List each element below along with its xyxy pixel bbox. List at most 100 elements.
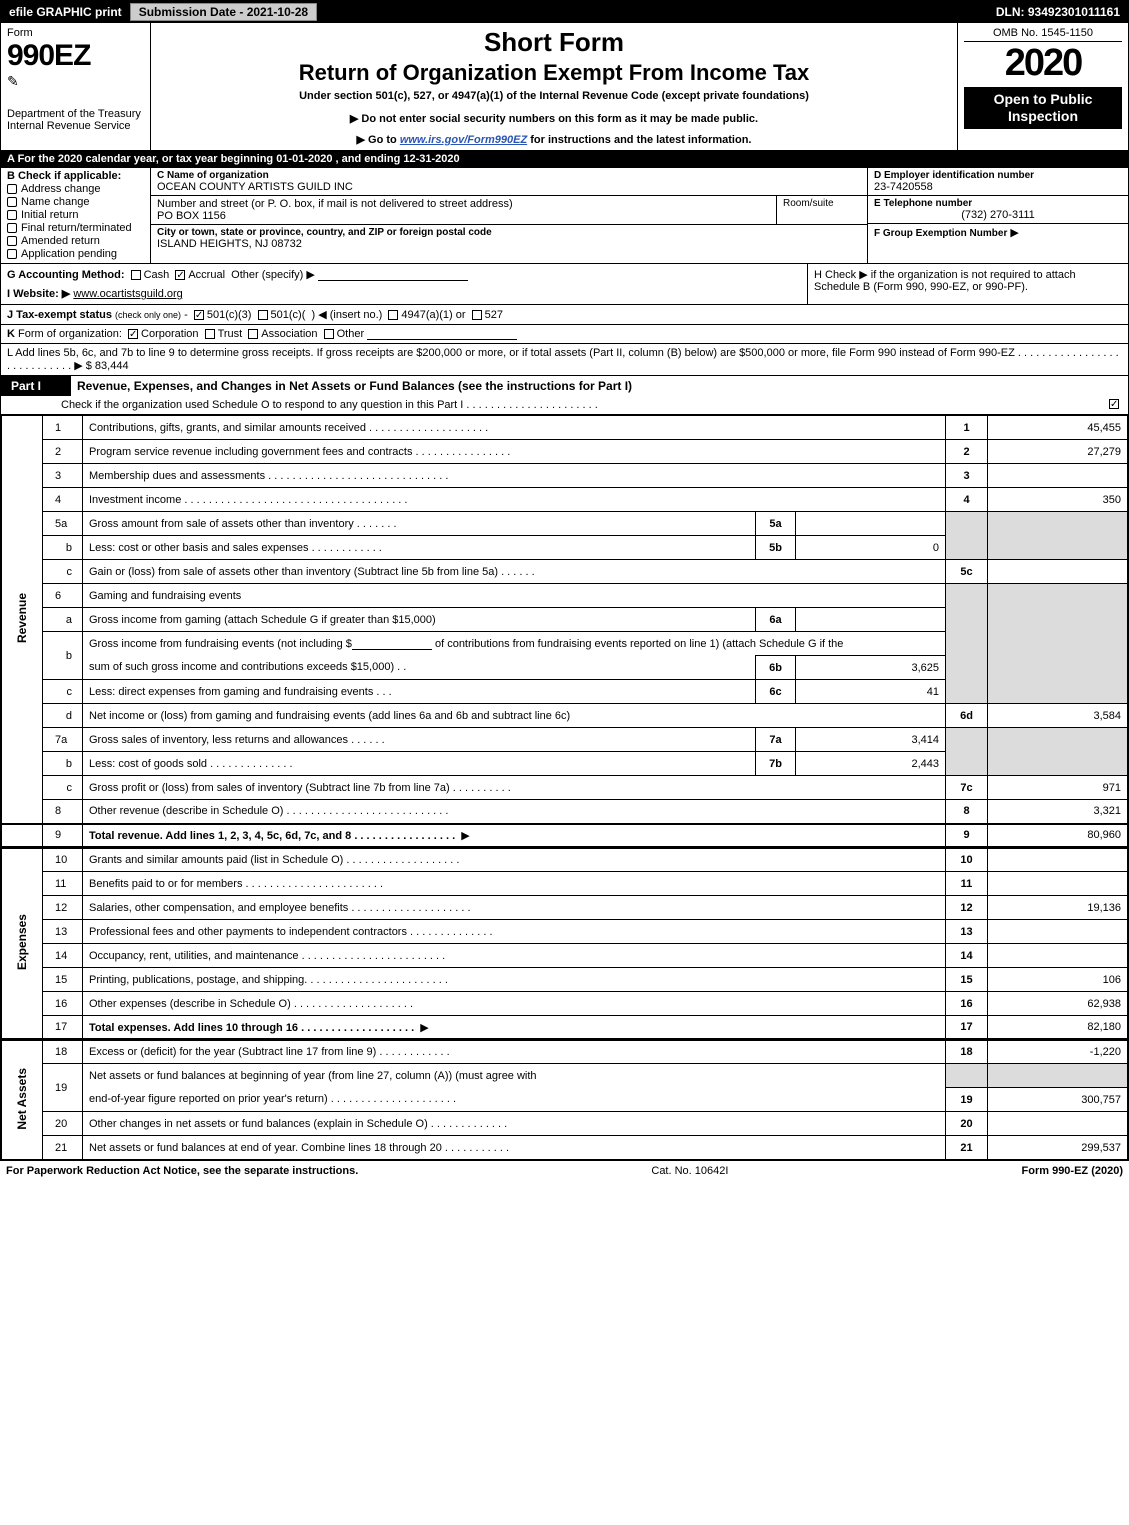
val-15: 106 xyxy=(988,968,1128,992)
footer-left: For Paperwork Reduction Act Notice, see … xyxy=(6,1165,358,1177)
line13-desc: Professional fees and other payments to … xyxy=(83,920,946,944)
side-revenue: Revenue xyxy=(2,416,43,824)
section-b: B Check if applicable: Address change Na… xyxy=(1,168,151,263)
efile-label[interactable]: efile GRAPHIC print xyxy=(1,3,130,21)
rownum-1: 1 xyxy=(43,416,83,440)
line4-desc: Investment income . . . . . . . . . . . … xyxy=(83,488,946,512)
rownum-5a: 5a xyxy=(43,512,83,536)
part1-label: Part I xyxy=(1,376,71,396)
col-n-20: 20 xyxy=(946,1112,988,1136)
line12-desc: Salaries, other compensation, and employ… xyxy=(83,896,946,920)
rownum-13: 13 xyxy=(43,920,83,944)
rownum-6d: d xyxy=(43,704,83,728)
row-k: K Form of organization: Corporation Trus… xyxy=(1,325,1128,344)
submission-date-button[interactable]: Submission Date - 2021-10-28 xyxy=(130,3,317,21)
val-6c: 41 xyxy=(796,680,946,704)
header-right: OMB No. 1545-1150 2020 Open to Public In… xyxy=(958,23,1128,150)
line20-desc: Other changes in net assets or fund bala… xyxy=(83,1112,946,1136)
val-6b: 3,625 xyxy=(796,656,946,680)
line17-desc: Total expenses. Add lines 10 through 16 … xyxy=(83,1016,946,1040)
col-n-9: 9 xyxy=(946,824,988,848)
chk-trust[interactable] xyxy=(205,329,215,339)
col-n-8: 8 xyxy=(946,800,988,824)
part1-heading: Revenue, Expenses, and Changes in Net As… xyxy=(71,376,1128,396)
chk-accrual[interactable] xyxy=(175,270,185,280)
line5a-desc: Gross amount from sale of assets other t… xyxy=(83,512,756,536)
chk-501c[interactable] xyxy=(258,310,268,320)
line6a-desc: Gross income from gaming (attach Schedul… xyxy=(83,608,756,632)
chk-association[interactable] xyxy=(248,329,258,339)
chk-address-change[interactable]: Address change xyxy=(7,183,144,195)
line19a-desc: Net assets or fund balances at beginning… xyxy=(83,1064,946,1088)
chk-schedule-o[interactable] xyxy=(1109,399,1119,409)
page-footer: For Paperwork Reduction Act Notice, see … xyxy=(0,1161,1129,1181)
chk-4947[interactable] xyxy=(388,310,398,320)
tel-label: E Telephone number xyxy=(874,198,1122,209)
rownum-5b: b xyxy=(43,536,83,560)
val-21: 299,537 xyxy=(988,1136,1128,1160)
tax-year: 2020 xyxy=(964,42,1122,85)
val-2: 27,279 xyxy=(988,440,1128,464)
line6-desc: Gaming and fundraising events xyxy=(83,584,946,608)
chk-corporation[interactable] xyxy=(128,329,138,339)
room-suite-label: Room/suite xyxy=(777,196,867,224)
ein-value: 23-7420558 xyxy=(874,181,1122,193)
chk-final-return[interactable]: Final return/terminated xyxy=(7,222,144,234)
val-6a xyxy=(796,608,946,632)
rownum-12: 12 xyxy=(43,896,83,920)
rownum-7a: 7a xyxy=(43,728,83,752)
ssn-warning: Do not enter social security numbers on … xyxy=(159,112,949,125)
mini-6c: 6c xyxy=(756,680,796,704)
rownum-17: 17 xyxy=(43,1016,83,1040)
irs-link[interactable]: www.irs.gov/Form990EZ xyxy=(400,134,527,146)
dln-label: DLN: 93492301011161 xyxy=(988,3,1128,21)
city-label: City or town, state or province, country… xyxy=(157,227,861,238)
section-def: D Employer identification number 23-7420… xyxy=(868,168,1128,263)
open-to-public: Open to Public Inspection xyxy=(964,87,1122,129)
section-g: G Accounting Method: Cash Accrual Other … xyxy=(1,264,808,304)
c-name-label: C Name of organization xyxy=(157,170,861,181)
omb-number: OMB No. 1545-1150 xyxy=(964,27,1122,42)
rownum-8: 8 xyxy=(43,800,83,824)
col-n-18: 18 xyxy=(946,1040,988,1064)
chk-other-org[interactable] xyxy=(324,329,334,339)
row-j: J Tax-exempt status (check only one) - 5… xyxy=(1,305,1128,325)
chk-amended-return[interactable]: Amended return xyxy=(7,235,144,247)
form-number: 990EZ xyxy=(7,39,144,73)
org-city: ISLAND HEIGHTS, NJ 08732 xyxy=(157,238,861,250)
row-a-tax-year: A For the 2020 calendar year, or tax yea… xyxy=(1,151,1128,168)
chk-cash[interactable] xyxy=(131,270,141,280)
chk-name-change[interactable]: Name change xyxy=(7,196,144,208)
rownum-6b: b xyxy=(43,632,83,680)
col-n-6d: 6d xyxy=(946,704,988,728)
col-n-19: 19 xyxy=(946,1088,988,1112)
rownum-4: 4 xyxy=(43,488,83,512)
top-bar: efile GRAPHIC print Submission Date - 20… xyxy=(1,1,1128,23)
rownum-6a: a xyxy=(43,608,83,632)
dept-label: Department of the Treasury xyxy=(7,108,144,120)
section-h: H Check ▶ if the organization is not req… xyxy=(808,264,1128,304)
chk-application-pending[interactable]: Application pending xyxy=(7,248,144,260)
chk-501c3[interactable] xyxy=(194,310,204,320)
col-n-15: 15 xyxy=(946,968,988,992)
short-form-title: Short Form xyxy=(159,27,949,58)
col-n-1: 1 xyxy=(946,416,988,440)
line6b3-desc: sum of such gross income and contributio… xyxy=(83,656,756,680)
col-n-7c: 7c xyxy=(946,776,988,800)
line19b-desc: end-of-year figure reported on prior yea… xyxy=(83,1088,946,1112)
chk-527[interactable] xyxy=(472,310,482,320)
form-container: efile GRAPHIC print Submission Date - 20… xyxy=(0,0,1129,1161)
line7b-desc: Less: cost of goods sold . . . . . . . .… xyxy=(83,752,756,776)
mini-6a: 6a xyxy=(756,608,796,632)
rownum-14: 14 xyxy=(43,944,83,968)
col-n-2: 2 xyxy=(946,440,988,464)
block-gh: G Accounting Method: Cash Accrual Other … xyxy=(1,264,1128,305)
group-arrow: ▶ xyxy=(1010,227,1018,239)
line10-desc: Grants and similar amounts paid (list in… xyxy=(83,848,946,872)
line6d-desc: Net income or (loss) from gaming and fun… xyxy=(83,704,946,728)
chk-initial-return[interactable]: Initial return xyxy=(7,209,144,221)
rownum-6: 6 xyxy=(43,584,83,608)
line3-desc: Membership dues and assessments . . . . … xyxy=(83,464,946,488)
rownum-9: 9 xyxy=(43,824,83,848)
line7a-desc: Gross sales of inventory, less returns a… xyxy=(83,728,756,752)
